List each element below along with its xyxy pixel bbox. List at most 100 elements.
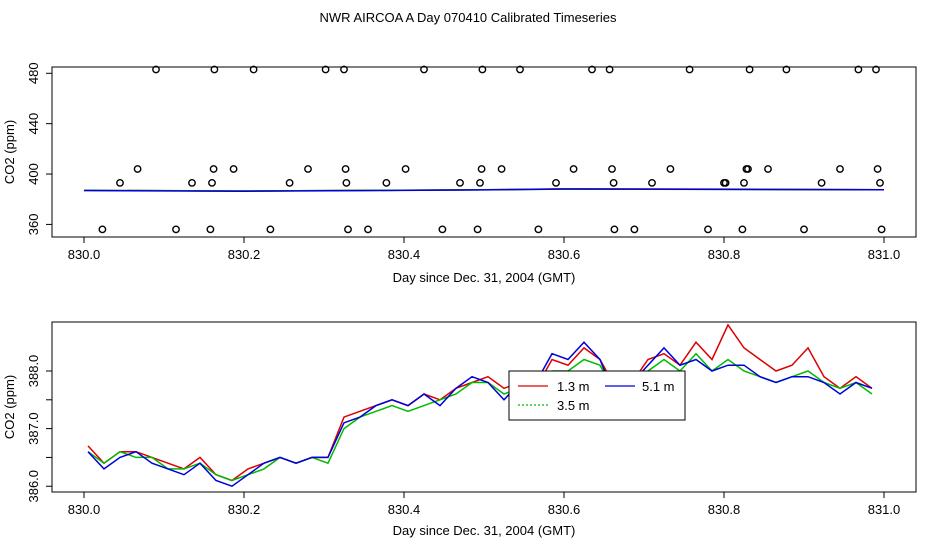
top-y-tick-label-400: 400: [26, 163, 41, 185]
top-plot-frame: [51, 66, 917, 238]
figure-title: NWR AIRCOA A Day 070410 Calibrated Times…: [320, 10, 617, 25]
top-point-16: [340, 65, 348, 74]
top-point-28: [477, 165, 486, 173]
bottom-y-tick-label-388-0: 388.0: [26, 355, 41, 388]
top-y-axis-label: CO2 (ppm): [2, 120, 17, 184]
top-point-53: [782, 65, 791, 74]
top-point-14: [304, 165, 312, 173]
top-point-17: [341, 165, 350, 173]
top-point-9: [210, 65, 219, 74]
top-point-30: [497, 165, 506, 173]
top-x-tick-label-830-0: 830.0: [68, 247, 101, 262]
top-point-50: [744, 165, 752, 173]
top-x-tick-label-830-6: 830.6: [548, 247, 581, 262]
top-point-4: [172, 225, 180, 234]
top-point-39: [610, 225, 619, 234]
legend-box: [508, 370, 686, 421]
top-point-29: [478, 65, 487, 74]
top-point-52: [764, 165, 772, 173]
top-point-15: [321, 65, 330, 74]
bottom-x-tick-label-830-2: 830.2: [228, 502, 261, 517]
top-point-35: [588, 65, 596, 74]
bottom-x-tick-label-830-0: 830.0: [68, 502, 101, 517]
top-point-7: [208, 178, 216, 187]
top-point-5: [188, 178, 196, 187]
top-point-58: [872, 65, 880, 74]
top-point-44: [704, 225, 712, 234]
top-point-60: [876, 178, 884, 187]
top-point-43: [685, 65, 694, 74]
bottom-series-line-3-5-m: [87, 352, 873, 482]
top-point-38: [609, 178, 618, 187]
bottom-series-line-1-3-m: [87, 323, 873, 482]
top-series-line-5-1-m: [83, 188, 885, 192]
top-y-tick-label-480: 480: [26, 62, 41, 84]
top-point-31: [516, 65, 524, 74]
top-y-tick-label-360: 360: [26, 214, 41, 236]
legend-label-1-3m: 1.3 m: [557, 379, 590, 394]
bottom-y-tick-label-387-0: 387.0: [26, 412, 41, 445]
top-y-tick-label-440: 440: [26, 113, 41, 135]
top-point-11: [249, 65, 258, 74]
top-point-24: [438, 225, 447, 234]
top-point-19: [344, 225, 352, 234]
top-point-36: [605, 65, 614, 74]
top-x-axis-label: Day since Dec. 31, 2004 (GMT): [393, 270, 576, 285]
top-point-55: [817, 178, 826, 187]
top-x-tick-label-831-0: 831.0: [868, 247, 901, 262]
bottom-x-axis: 830.0 830.2 830.4 830.6 830.8 831.0: [68, 492, 901, 517]
bottom-panel: 830.0 830.2 830.4 830.6 830.8 831.0 386.0 387.…: [2, 321, 917, 538]
top-series-lines: [83, 188, 885, 192]
top-point-6: [206, 225, 215, 234]
top-point-32: [534, 225, 543, 234]
bottom-x-tick-label-830-6: 830.6: [548, 502, 581, 517]
top-point-61: [877, 225, 886, 234]
top-point-12: [266, 225, 275, 234]
top-point-8: [209, 165, 218, 173]
top-point-40: [630, 225, 639, 234]
top-x-axis: 830.0 830.2 830.4 830.6 830.8 831.0: [68, 237, 901, 262]
top-point-2: [133, 165, 142, 173]
top-point-59: [873, 165, 882, 173]
top-x-tick-label-830-8: 830.8: [708, 247, 741, 262]
legend-label-5-1m: 5.1 m: [642, 379, 675, 394]
top-point-20: [364, 225, 372, 234]
top-point-10: [229, 165, 238, 173]
bottom-x-tick-label-830-8: 830.8: [708, 502, 741, 517]
top-point-46: [721, 178, 730, 187]
top-point-18: [342, 178, 351, 187]
bottom-y-axis: 386.0 387.0 388.0: [26, 355, 52, 503]
top-x-tick-label-830-2: 830.2: [228, 247, 261, 262]
bottom-x-tick-label-830-4: 830.4: [388, 502, 421, 517]
top-point-56: [836, 165, 844, 173]
top-point-54: [800, 225, 808, 234]
top-point-22: [401, 165, 410, 173]
top-point-23: [420, 65, 428, 74]
legend: 1.3 m 3.5 m 5.1 m: [508, 370, 686, 421]
top-point-1: [116, 178, 124, 187]
bottom-x-axis-label: Day since Dec. 31, 2004 (GMT): [393, 523, 576, 538]
top-y-axis: 360 400 440 480: [26, 62, 52, 235]
top-point-3: [152, 65, 160, 74]
top-point-25: [456, 178, 464, 187]
top-point-37: [608, 165, 616, 173]
top-point-42: [666, 165, 675, 173]
top-point-57: [854, 65, 863, 74]
bottom-plot-frame: [51, 321, 917, 493]
legend-label-3-5m: 3.5 m: [557, 398, 590, 413]
top-scatter-points: [98, 65, 886, 234]
bottom-y-tick-label-386-0: 386.0: [26, 470, 41, 503]
top-point-47: [738, 225, 747, 234]
top-point-26: [473, 225, 482, 234]
bottom-series-lines: [87, 323, 873, 488]
top-point-21: [382, 178, 391, 187]
bottom-x-tick-label-831-0: 831.0: [868, 502, 901, 517]
bottom-y-axis-label: CO2 (ppm): [2, 375, 17, 439]
top-point-0: [98, 225, 107, 234]
top-panel: 830.0 830.2 830.4 830.6 830.8 831.0 360 400 440…: [2, 62, 917, 285]
top-point-27: [476, 178, 484, 187]
top-point-34: [569, 165, 578, 173]
top-point-51: [745, 65, 754, 74]
top-x-tick-label-830-4: 830.4: [388, 247, 421, 262]
top-point-33: [552, 178, 560, 187]
